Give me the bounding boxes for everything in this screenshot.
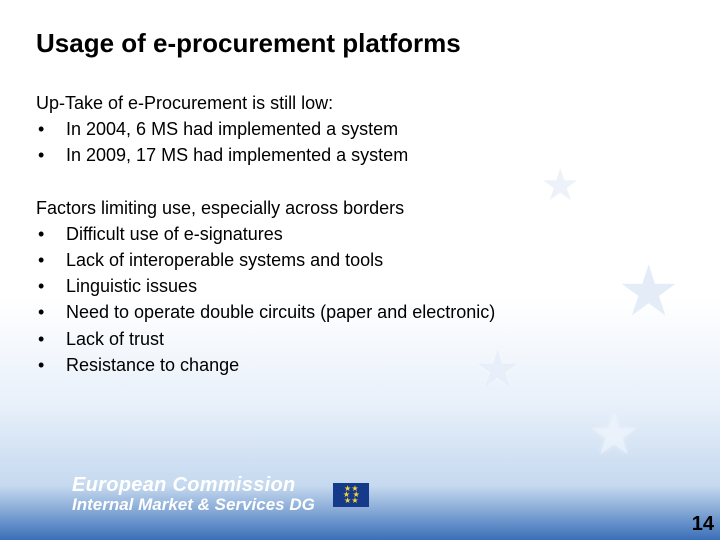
page-number: 14 [692,513,714,536]
bullet-icon: • [36,247,66,273]
bullet-item: • In 2004, 6 MS had implemented a system [36,116,684,142]
ec-logo: European Commission Internal Market & Se… [72,475,315,514]
bullet-item: • In 2009, 17 MS had implemented a syste… [36,142,684,168]
factors-lead: Factors limiting use, especially across … [36,198,684,219]
bullet-text: Resistance to change [66,352,239,378]
eu-flag-icon: ★ ★★ ★★ ★ [333,483,369,507]
bullet-item: • Lack of interoperable systems and tool… [36,247,684,273]
ec-logo-line1: European Commission [72,475,315,496]
bullet-text: Need to operate double circuits (paper a… [66,299,495,325]
bullet-text: In 2009, 17 MS had implemented a system [66,142,408,168]
bullet-icon: • [36,116,66,142]
bullet-item: • Difficult use of e-signatures [36,221,684,247]
bullet-text: Difficult use of e-signatures [66,221,283,247]
bullet-icon: • [36,352,66,378]
bullet-item: • Linguistic issues [36,273,684,299]
factors-block: Factors limiting use, especially across … [36,198,684,378]
slide-container: Usage of e-procurement platforms Up-Take… [0,0,720,540]
bullet-text: In 2004, 6 MS had implemented a system [66,116,398,142]
bullet-text: Lack of interoperable systems and tools [66,247,383,273]
bullet-icon: • [36,142,66,168]
ec-logo-line2: Internal Market & Services DG [72,496,315,514]
slide-footer: European Commission Internal Market & Se… [0,475,720,514]
bullet-icon: • [36,273,66,299]
bullet-icon: • [36,326,66,352]
slide-title: Usage of e-procurement platforms [36,28,684,59]
bullet-text: Lack of trust [66,326,164,352]
bullet-text: Linguistic issues [66,273,197,299]
eu-flag-stars: ★ ★★ ★★ ★ [343,486,359,504]
bullet-item: • Lack of trust [36,326,684,352]
bullet-item: • Need to operate double circuits (paper… [36,299,684,325]
bullet-item: • Resistance to change [36,352,684,378]
bullet-icon: • [36,299,66,325]
bullet-icon: • [36,221,66,247]
uptake-lead: Up-Take of e-Procurement is still low: [36,93,684,114]
uptake-block: Up-Take of e-Procurement is still low: •… [36,93,684,168]
